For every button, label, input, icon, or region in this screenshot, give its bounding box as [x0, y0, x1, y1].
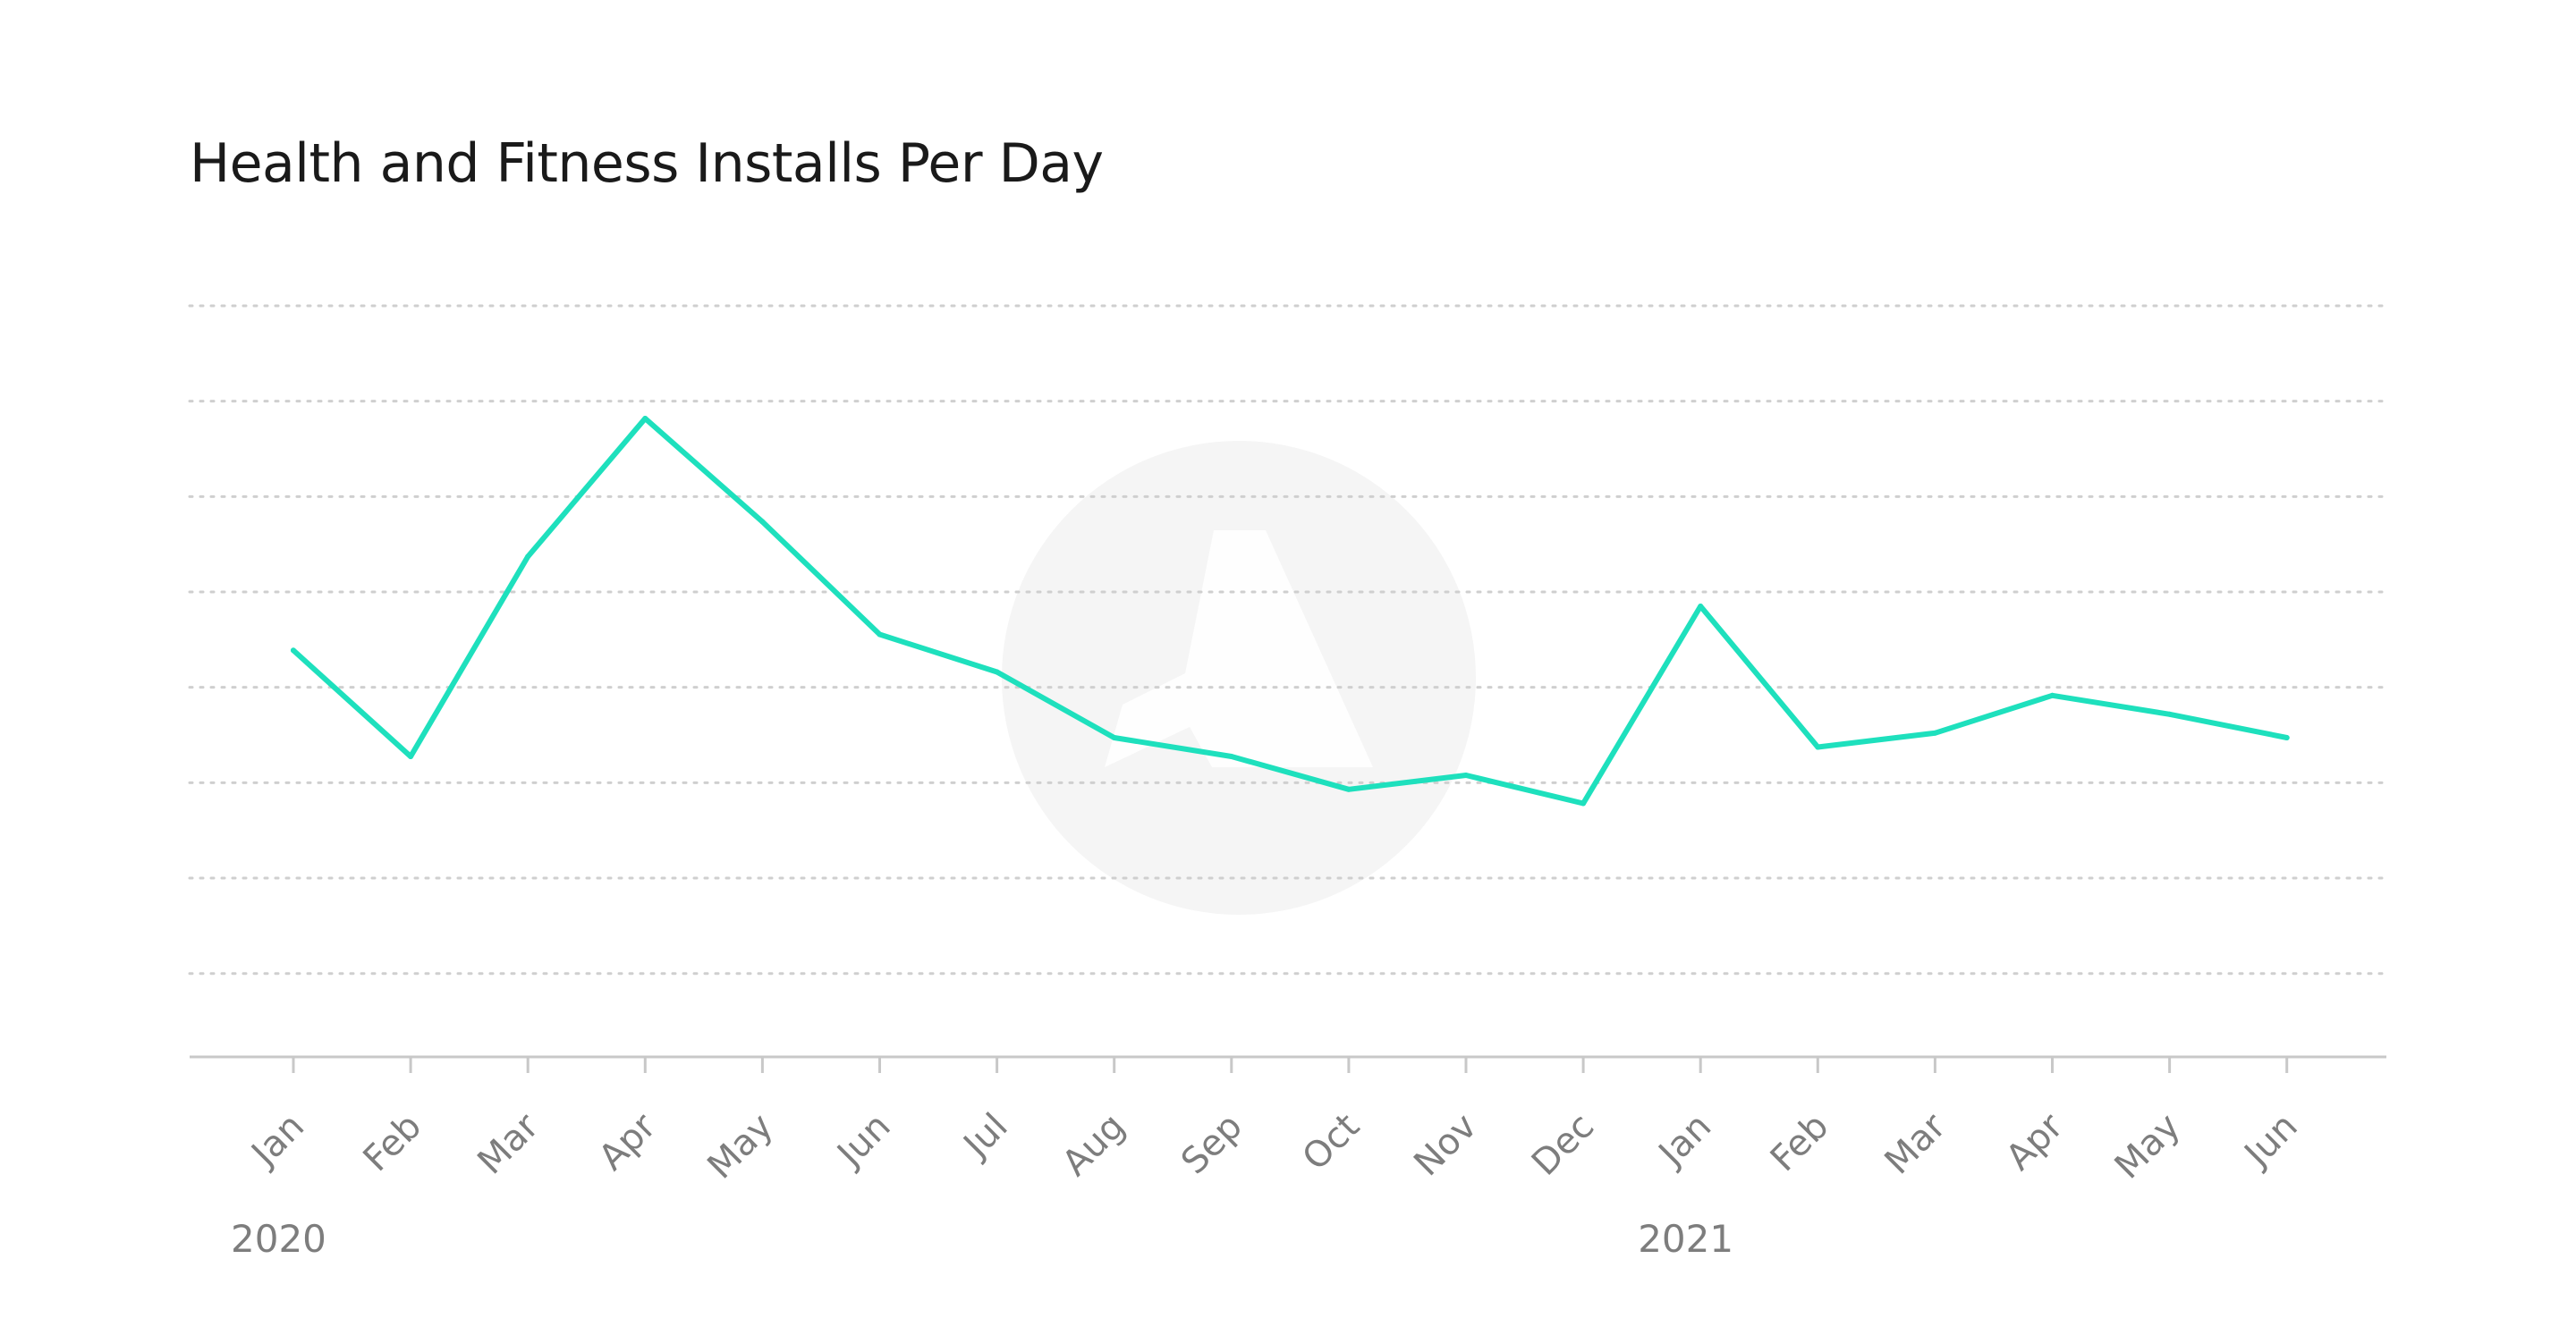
year-label: 2020 — [231, 1217, 326, 1261]
data-point — [1932, 730, 1938, 736]
data-point — [291, 647, 296, 654]
x-tick-label: May — [2107, 1106, 2189, 1187]
logo-watermark-icon — [1105, 530, 1373, 767]
x-tick-label: Jul — [954, 1106, 1016, 1168]
x-tick-label: Mar — [470, 1105, 547, 1182]
data-point — [525, 553, 531, 560]
data-point — [1698, 604, 1704, 609]
x-tick-label: Feb — [356, 1106, 430, 1180]
data-point — [2284, 735, 2290, 740]
data-point — [1815, 744, 1821, 750]
x-tick-label: Nov — [1406, 1106, 1485, 1185]
chart-title: Health and Fitness Installs Per Day — [190, 132, 1104, 195]
data-point — [1228, 754, 1234, 759]
data-point — [759, 519, 766, 525]
series-line — [291, 416, 2290, 807]
x-tick-label: Jan — [1649, 1106, 1719, 1176]
x-tick-label: Feb — [1763, 1106, 1837, 1180]
x-tick-label: Apr — [591, 1105, 665, 1179]
x-tick-label: Sep — [1174, 1106, 1250, 1183]
data-point — [2049, 692, 2055, 698]
data-point — [877, 631, 883, 638]
x-tick-label: Dec — [1524, 1106, 1602, 1184]
data-point — [1345, 786, 1352, 792]
data-point — [408, 754, 414, 759]
x-tick-label: Aug — [1055, 1106, 1133, 1185]
x-tick-label: Jun — [2235, 1106, 2306, 1177]
x-tick-label: Jan — [242, 1106, 312, 1176]
x-tick-label: Apr — [1998, 1105, 2072, 1179]
x-tick-label: Oct — [1295, 1106, 1368, 1179]
x-tick-label: Jun — [828, 1106, 899, 1177]
data-point — [1111, 735, 1117, 740]
data-point — [1463, 773, 1469, 778]
x-tick-label: May — [699, 1106, 781, 1187]
data-point — [1580, 800, 1587, 807]
data-point — [642, 416, 648, 421]
year-label: 2021 — [1638, 1217, 1733, 1261]
data-point — [2166, 711, 2173, 717]
data-point — [994, 669, 1000, 675]
x-tick-label: Mar — [1877, 1105, 1954, 1182]
